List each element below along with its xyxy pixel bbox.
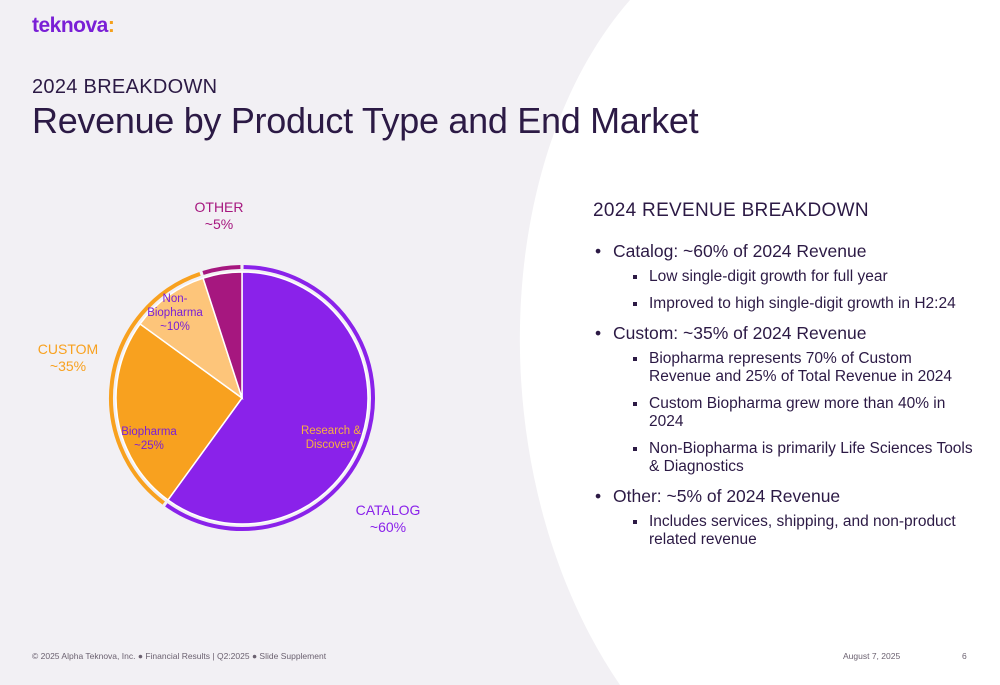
footer-date: August 7, 2025 — [843, 651, 901, 661]
breakdown-subitem: Low single-digit growth for full year — [613, 268, 973, 286]
outer-group-arc — [202, 265, 241, 275]
revenue-breakdown-panel: 2024 REVENUE BREAKDOWN Catalog: ~60% of … — [593, 200, 973, 558]
pie-slice — [166, 271, 369, 525]
logo-text: teknova — [32, 14, 108, 37]
logo-colon: : — [107, 14, 115, 37]
group-label: CATALOG ~60% — [356, 502, 421, 535]
outer-group-arc — [109, 272, 201, 505]
breakdown-item: Catalog: ~60% of 2024 Revenue Low single-… — [593, 240, 973, 313]
breakdown-subitem: Non-Biopharma is primarily Life Sciences… — [613, 440, 973, 476]
breakdown-item: Other: ~5% of 2024 Revenue Includes servi… — [593, 485, 973, 549]
pie-slice — [115, 322, 244, 501]
panel-title: 2024 REVENUE BREAKDOWN — [593, 200, 869, 221]
slice-label: Research & Discovery — [301, 425, 361, 451]
breakdown-subitem: Biopharma represents 70% of Custom Reven… — [613, 350, 973, 386]
group-label: CUSTOM ~35% — [38, 341, 98, 374]
breakdown-item: Custom: ~35% of 2024 Revenue Biopharma re… — [593, 322, 973, 476]
page-title: Revenue by Product Type and End Market — [32, 100, 699, 141]
breakdown-sublist: Includes services, shipping, and non-pro… — [613, 513, 973, 549]
breakdown-item-text: Catalog: ~60% of 2024 Revenue — [613, 241, 867, 261]
slice-label: Non-Biopharma ~10% — [147, 293, 203, 333]
outer-group-arc — [165, 265, 375, 531]
pie-slice — [139, 277, 244, 400]
breakdown-item-text: Other: ~5% of 2024 Revenue — [613, 486, 841, 506]
slice-label: Biopharma ~25% — [121, 426, 177, 452]
breakdown-subitem: Improved to high single-digit growth in … — [613, 295, 973, 313]
footer-page-number: 6 — [962, 651, 967, 661]
eyebrow-heading: 2024 BREAKDOWN — [32, 76, 218, 98]
group-label: OTHER ~5% — [195, 199, 244, 232]
breakdown-subitem: Custom Biopharma grew more than 40% in 2… — [613, 395, 973, 431]
breakdown-subitem: Includes services, shipping, and non-pro… — [613, 513, 973, 549]
breakdown-sublist: Biopharma represents 70% of Custom Reven… — [613, 350, 973, 476]
footer-copyright: © 2025 Alpha Teknova, Inc. ● Financial R… — [32, 651, 327, 661]
teknova-logo: teknova: — [32, 14, 115, 38]
breakdown-item-text: Custom: ~35% of 2024 Revenue — [613, 323, 867, 343]
pie-slice — [202, 271, 243, 399]
breakdown-sublist: Low single-digit growth for full year Imp… — [613, 268, 973, 313]
breakdown-list: Catalog: ~60% of 2024 Revenue Low single-… — [593, 240, 973, 549]
